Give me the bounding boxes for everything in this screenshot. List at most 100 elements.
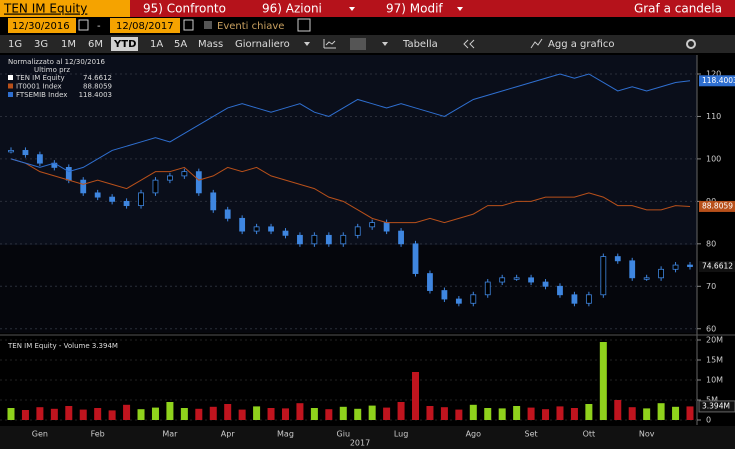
line-icon[interactable] bbox=[323, 39, 336, 49]
volume-bar bbox=[513, 406, 521, 420]
legend-title: Normalizzato al 12/30/2016 bbox=[8, 58, 106, 66]
candle bbox=[94, 192, 101, 198]
candle bbox=[340, 234, 347, 245]
candle bbox=[600, 256, 607, 296]
security[interactable]: TEN IM Equity bbox=[3, 2, 87, 16]
candle bbox=[268, 226, 274, 232]
y-tick-label: 10M bbox=[706, 376, 723, 385]
menu-bar bbox=[130, 0, 735, 17]
table-button[interactable]: Tabella bbox=[402, 39, 438, 50]
add-icon[interactable] bbox=[530, 38, 543, 49]
candle bbox=[542, 281, 549, 287]
x-tick-label: Ott bbox=[583, 430, 596, 439]
range-button[interactable]: 5A bbox=[174, 39, 187, 50]
volume-bar bbox=[628, 407, 636, 420]
candle bbox=[297, 234, 303, 245]
x-tick-label: Set bbox=[525, 430, 538, 439]
candle bbox=[484, 281, 491, 296]
volume-bar bbox=[585, 404, 593, 420]
menu-item[interactable]: 97) Modif bbox=[386, 2, 443, 16]
date-field[interactable] bbox=[110, 18, 180, 33]
add-button[interactable]: Agg a grafico bbox=[548, 39, 615, 50]
candle bbox=[224, 209, 231, 219]
start-date[interactable]: 12/30/2016 bbox=[12, 21, 70, 32]
x-axis-year: 2017 bbox=[350, 439, 370, 448]
candle bbox=[152, 179, 159, 194]
volume-bar bbox=[339, 406, 347, 420]
volume-bar bbox=[614, 400, 622, 420]
candle bbox=[383, 222, 390, 232]
candle bbox=[325, 234, 332, 245]
dropdown-arrow[interactable] bbox=[304, 42, 310, 46]
last-value-label: 3.394M bbox=[702, 401, 730, 410]
volume-bar bbox=[151, 407, 159, 420]
menu-item[interactable]: 95) Confronto bbox=[143, 2, 226, 16]
volume-bar bbox=[643, 408, 651, 420]
price-pane-lower bbox=[0, 245, 697, 333]
range-button[interactable]: YTD bbox=[113, 39, 136, 50]
volume-bar bbox=[570, 408, 578, 420]
settings-icon[interactable] bbox=[686, 39, 696, 49]
dropdown-arrow[interactable] bbox=[382, 42, 388, 46]
x-tick-label: Mag bbox=[277, 430, 294, 439]
candle bbox=[513, 277, 520, 280]
y-tick-label: 80 bbox=[706, 239, 716, 248]
volume-bar bbox=[224, 404, 232, 420]
volume-bar bbox=[556, 406, 564, 420]
collapse-icon[interactable] bbox=[463, 39, 475, 49]
candle bbox=[455, 298, 462, 304]
frequency[interactable]: Giornaliero bbox=[235, 39, 290, 50]
last-value-box bbox=[699, 261, 735, 273]
x-tick-label: Ago bbox=[466, 430, 482, 439]
volume-bar bbox=[498, 408, 506, 420]
candle-icon[interactable] bbox=[350, 38, 366, 50]
dropdown-arrow[interactable] bbox=[457, 7, 463, 11]
last-value-label: 74.6612 bbox=[702, 262, 733, 271]
y-tick-label: 60 bbox=[706, 324, 716, 333]
volume-bar bbox=[599, 342, 607, 420]
price-pane-upper bbox=[0, 55, 697, 245]
y-tick-label: 20M bbox=[706, 336, 723, 345]
view-title: Graf a candela bbox=[634, 2, 722, 16]
candle bbox=[687, 264, 693, 267]
candle bbox=[412, 243, 419, 274]
x-tick-label: Lug bbox=[394, 430, 408, 439]
calendar-icon[interactable] bbox=[183, 19, 194, 31]
range-button[interactable]: Mass bbox=[198, 39, 223, 50]
range-button[interactable]: 1M bbox=[61, 39, 76, 50]
volume-bar bbox=[238, 409, 246, 420]
range-button[interactable]: 6M bbox=[88, 39, 103, 50]
security-box[interactable] bbox=[0, 0, 130, 17]
volume-bar bbox=[180, 408, 188, 420]
volume-bar bbox=[108, 410, 116, 420]
range-button[interactable]: 1A bbox=[150, 39, 163, 50]
volume-bar bbox=[94, 408, 102, 420]
candle bbox=[528, 277, 534, 283]
end-date[interactable]: 12/08/2017 bbox=[116, 21, 174, 32]
candle bbox=[499, 277, 506, 283]
candle bbox=[210, 192, 217, 211]
x-tick-label: Gen bbox=[32, 430, 48, 439]
menu-icon[interactable] bbox=[297, 18, 311, 32]
legend-name: IT0001 Index bbox=[16, 83, 62, 91]
date-field[interactable] bbox=[8, 18, 76, 33]
range-toolbar bbox=[0, 35, 735, 53]
last-value-label: 118.4003 bbox=[702, 76, 735, 85]
range-button[interactable]: 1G bbox=[8, 39, 22, 50]
checkbox[interactable] bbox=[204, 21, 212, 29]
candle bbox=[427, 273, 433, 291]
dropdown-arrow[interactable] bbox=[349, 7, 355, 11]
volume-bar bbox=[281, 408, 289, 420]
candle bbox=[571, 294, 578, 304]
events-label[interactable]: Eventi chiave bbox=[217, 21, 284, 32]
range-button[interactable]: 3G bbox=[34, 39, 48, 50]
last-value-label: 88.8059 bbox=[702, 201, 733, 210]
y-tick-label: 100 bbox=[706, 154, 721, 163]
y-tick-label: 5M bbox=[706, 396, 718, 405]
menu-item[interactable]: 96) Azioni bbox=[262, 2, 322, 16]
volume-bar bbox=[123, 404, 131, 420]
candle bbox=[398, 230, 404, 245]
candle bbox=[195, 171, 202, 194]
candle bbox=[658, 268, 665, 279]
calendar-icon[interactable] bbox=[78, 19, 89, 31]
